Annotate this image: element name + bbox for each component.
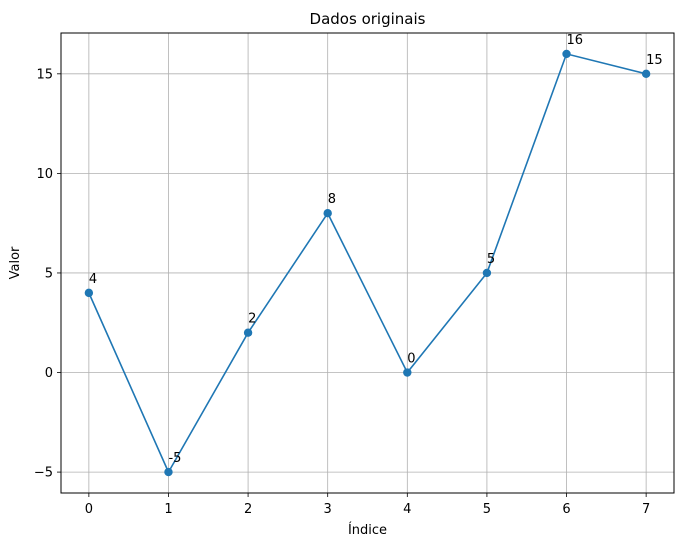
x-tick-label: 1 [164, 502, 172, 517]
data-label: 8 [328, 192, 336, 207]
data-point [482, 268, 492, 278]
data-point [641, 69, 651, 79]
x-tick-label: 3 [324, 502, 332, 517]
x-tick-label: 7 [642, 502, 650, 517]
data-label: -5 [168, 451, 181, 466]
data-point [403, 368, 412, 377]
data-label: 4 [89, 272, 97, 287]
x-axis-ticks: 0 1 2 3 4 5 6 7 [85, 493, 650, 517]
data-point [84, 288, 94, 298]
y-axis-ticks: −5 0 5 10 15 [34, 67, 61, 481]
data-point [323, 209, 332, 218]
x-axis-label: Índice [348, 522, 387, 538]
data-label: 5 [487, 252, 495, 267]
data-labels: 4 -5 2 8 0 5 16 15 [89, 33, 663, 466]
data-label: 2 [248, 312, 256, 327]
y-tick-label: −5 [34, 466, 53, 481]
y-tick-label: 5 [45, 266, 53, 281]
x-tick-label: 5 [483, 502, 491, 517]
x-tick-label: 0 [85, 502, 93, 517]
data-point [164, 467, 173, 477]
chart-title: Dados originais [310, 10, 426, 28]
data-label: 16 [567, 33, 584, 48]
data-label: 0 [407, 352, 415, 367]
series-line-path [88, 52, 647, 474]
axes-frame [60, 32, 675, 494]
grid [61, 33, 674, 493]
data-points [84, 49, 651, 477]
series-line [88, 52, 647, 474]
data-point [243, 328, 253, 337]
data-point [562, 49, 571, 59]
y-tick-label: 10 [36, 167, 53, 182]
x-tick-label: 2 [244, 502, 252, 517]
y-tick-label: 0 [45, 366, 53, 381]
y-tick-label: 15 [36, 67, 53, 82]
data-label: 15 [646, 53, 663, 68]
x-tick-label: 6 [562, 502, 570, 517]
y-axis-label: Valor [8, 246, 23, 279]
x-tick-label: 4 [403, 502, 411, 517]
